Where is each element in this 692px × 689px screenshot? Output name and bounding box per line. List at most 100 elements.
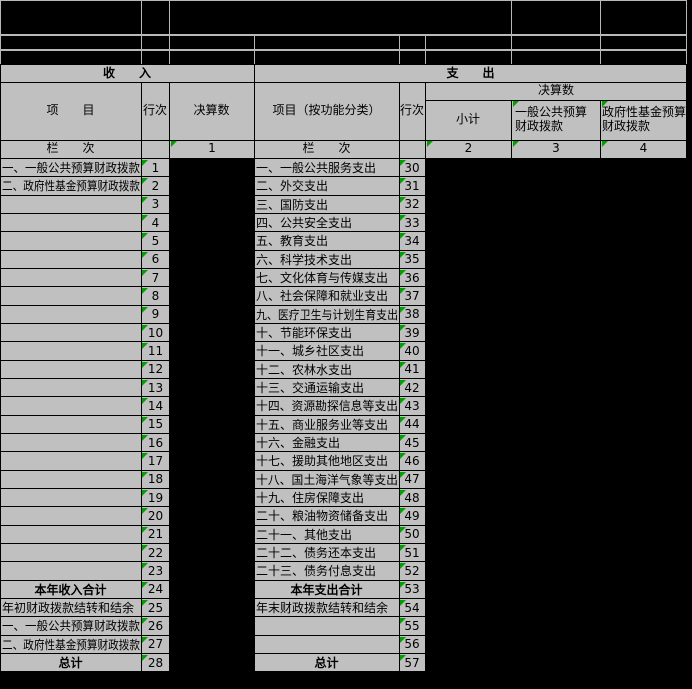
line-number-cell[interactable]: 43 bbox=[399, 397, 425, 414]
item-cell[interactable]: 九、医疗卫生与计划生育支出 bbox=[256, 307, 399, 322]
income-amount-column-empty-cells[interactable] bbox=[170, 159, 254, 672]
expenditure-item-header[interactable]: 项目（按功能分类） bbox=[272, 103, 381, 118]
income-line-no-header[interactable]: 行次 bbox=[142, 103, 167, 118]
expenditure-column-number-2[interactable]: 2 bbox=[426, 140, 511, 158]
line-number-cell[interactable]: 57 bbox=[399, 654, 425, 671]
line-number-cell[interactable]: 35 bbox=[399, 251, 425, 268]
item-cell[interactable] bbox=[0, 562, 141, 579]
line-number-cell[interactable]: 39 bbox=[399, 324, 425, 341]
line-number-cell[interactable]: 56 bbox=[399, 636, 425, 653]
item-cell[interactable]: 一、一般公共服务支出 bbox=[256, 161, 377, 176]
item-cell[interactable] bbox=[254, 636, 399, 653]
line-number-cell[interactable]: 11 bbox=[141, 342, 170, 359]
item-cell[interactable]: 本年支出合计 bbox=[290, 582, 363, 597]
line-number-cell[interactable]: 22 bbox=[141, 544, 170, 561]
item-cell[interactable]: 七、文化体育与传媒支出 bbox=[256, 271, 389, 286]
item-cell[interactable] bbox=[0, 526, 141, 543]
line-number-cell[interactable]: 28 bbox=[141, 654, 170, 671]
item-cell[interactable]: 六、科学技术支出 bbox=[256, 252, 353, 267]
item-cell[interactable] bbox=[0, 361, 141, 378]
line-number-cell[interactable]: 24 bbox=[141, 581, 170, 598]
line-number-cell[interactable]: 52 bbox=[399, 562, 425, 579]
line-number-cell[interactable]: 26 bbox=[141, 617, 170, 634]
item-cell[interactable]: 十八、国土海洋气象等支出 bbox=[256, 472, 399, 487]
line-number-cell[interactable]: 19 bbox=[141, 489, 170, 506]
line-number-cell[interactable]: 21 bbox=[141, 526, 170, 543]
line-number-cell[interactable]: 54 bbox=[399, 599, 425, 616]
line-number-cell[interactable]: 27 bbox=[141, 636, 170, 653]
item-cell[interactable] bbox=[0, 379, 141, 396]
item-cell[interactable]: 十三、交通运输支出 bbox=[256, 381, 365, 396]
line-number-cell[interactable]: 55 bbox=[399, 617, 425, 634]
item-cell[interactable]: 年末财政拨款结转和结余 bbox=[256, 601, 389, 616]
item-cell[interactable] bbox=[0, 232, 141, 249]
item-cell[interactable]: 十四、资源勘探信息等支出 bbox=[256, 399, 399, 414]
item-cell[interactable]: 二十三、债务付息支出 bbox=[256, 564, 377, 579]
expenditure-column-row-label[interactable]: 栏 次 bbox=[302, 141, 351, 156]
line-number-cell[interactable]: 40 bbox=[399, 342, 425, 359]
item-cell[interactable]: 十二、农林水支出 bbox=[256, 362, 353, 377]
item-cell[interactable] bbox=[0, 342, 141, 359]
line-number-cell[interactable]: 37 bbox=[399, 287, 425, 304]
item-cell[interactable] bbox=[0, 416, 141, 433]
item-cell[interactable]: 四、公共安全支出 bbox=[256, 216, 353, 231]
line-number-cell[interactable]: 15 bbox=[141, 416, 170, 433]
line-number-cell[interactable]: 51 bbox=[399, 544, 425, 561]
item-cell[interactable] bbox=[0, 269, 141, 286]
line-number-cell[interactable]: 34 bbox=[399, 232, 425, 249]
line-number-cell[interactable]: 3 bbox=[141, 196, 170, 213]
item-cell[interactable]: 十六、金融支出 bbox=[256, 436, 341, 451]
subtotal-header[interactable]: 小计 bbox=[455, 112, 480, 127]
item-cell[interactable]: 八、社会保障和就业支出 bbox=[256, 289, 389, 304]
expenditure-line-no-header[interactable]: 行次 bbox=[399, 103, 424, 118]
item-cell[interactable]: 总计 bbox=[58, 656, 83, 671]
line-number-cell[interactable]: 17 bbox=[141, 452, 170, 469]
line-number-cell[interactable]: 4 bbox=[141, 214, 170, 231]
general-public-budget-header[interactable]: 一般公共预算财政拨款 bbox=[512, 100, 591, 140]
line-number-cell[interactable]: 23 bbox=[141, 562, 170, 579]
item-cell[interactable] bbox=[0, 306, 141, 323]
line-number-cell[interactable]: 10 bbox=[141, 324, 170, 341]
item-cell[interactable]: 二十一、其他支出 bbox=[256, 527, 353, 542]
item-cell[interactable]: 十七、援助其他地区支出 bbox=[256, 454, 389, 469]
line-number-cell[interactable]: 53 bbox=[399, 581, 425, 598]
line-number-cell[interactable]: 2 bbox=[141, 177, 170, 194]
expenditure-amount-columns-empty-cells[interactable] bbox=[426, 159, 687, 672]
expenditure-column-number-4[interactable]: 4 bbox=[601, 140, 686, 158]
line-number-cell[interactable]: 20 bbox=[141, 507, 170, 524]
line-number-cell[interactable]: 45 bbox=[399, 434, 425, 451]
line-number-cell[interactable]: 33 bbox=[399, 214, 425, 231]
item-cell[interactable] bbox=[0, 544, 141, 561]
item-cell[interactable] bbox=[0, 251, 141, 268]
item-cell[interactable] bbox=[0, 196, 141, 213]
line-number-cell[interactable]: 46 bbox=[399, 452, 425, 469]
item-cell[interactable] bbox=[0, 287, 141, 304]
line-number-cell[interactable]: 6 bbox=[141, 251, 170, 268]
line-number-cell[interactable]: 18 bbox=[141, 471, 170, 488]
line-number-cell[interactable]: 49 bbox=[399, 507, 425, 524]
item-cell[interactable]: 二、政府性基金预算财政拨款 bbox=[2, 179, 141, 194]
line-number-cell[interactable]: 5 bbox=[141, 232, 170, 249]
line-number-cell[interactable]: 13 bbox=[141, 379, 170, 396]
expenditure-amount-group-header[interactable]: 决算数 bbox=[537, 83, 574, 98]
line-number-cell[interactable]: 12 bbox=[141, 361, 170, 378]
item-cell[interactable]: 二十、粮油物资储备支出 bbox=[256, 509, 389, 524]
line-number-cell[interactable]: 31 bbox=[399, 177, 425, 194]
item-cell[interactable]: 总计 bbox=[314, 656, 339, 671]
item-cell[interactable]: 一、一般公共预算财政拨款 bbox=[2, 161, 141, 176]
income-section-title[interactable]: 收 入 bbox=[102, 65, 151, 80]
item-cell[interactable] bbox=[0, 507, 141, 524]
income-column-row-label[interactable]: 栏 次 bbox=[46, 141, 95, 156]
line-number-cell[interactable]: 14 bbox=[141, 397, 170, 414]
line-number-cell[interactable]: 50 bbox=[399, 526, 425, 543]
line-number-cell[interactable]: 44 bbox=[399, 416, 425, 433]
line-number-cell[interactable]: 42 bbox=[399, 379, 425, 396]
item-cell[interactable] bbox=[0, 324, 141, 341]
item-cell[interactable] bbox=[0, 214, 141, 231]
line-number-cell[interactable]: 47 bbox=[399, 471, 425, 488]
income-column-number-1[interactable]: 1 bbox=[170, 140, 254, 158]
item-cell[interactable]: 五、教育支出 bbox=[256, 234, 329, 249]
government-fund-budget-header[interactable]: 政府性基金预算财政拨款 bbox=[601, 100, 687, 140]
item-cell[interactable]: 二十二、债务还本支出 bbox=[256, 546, 377, 561]
item-cell[interactable] bbox=[0, 434, 141, 451]
